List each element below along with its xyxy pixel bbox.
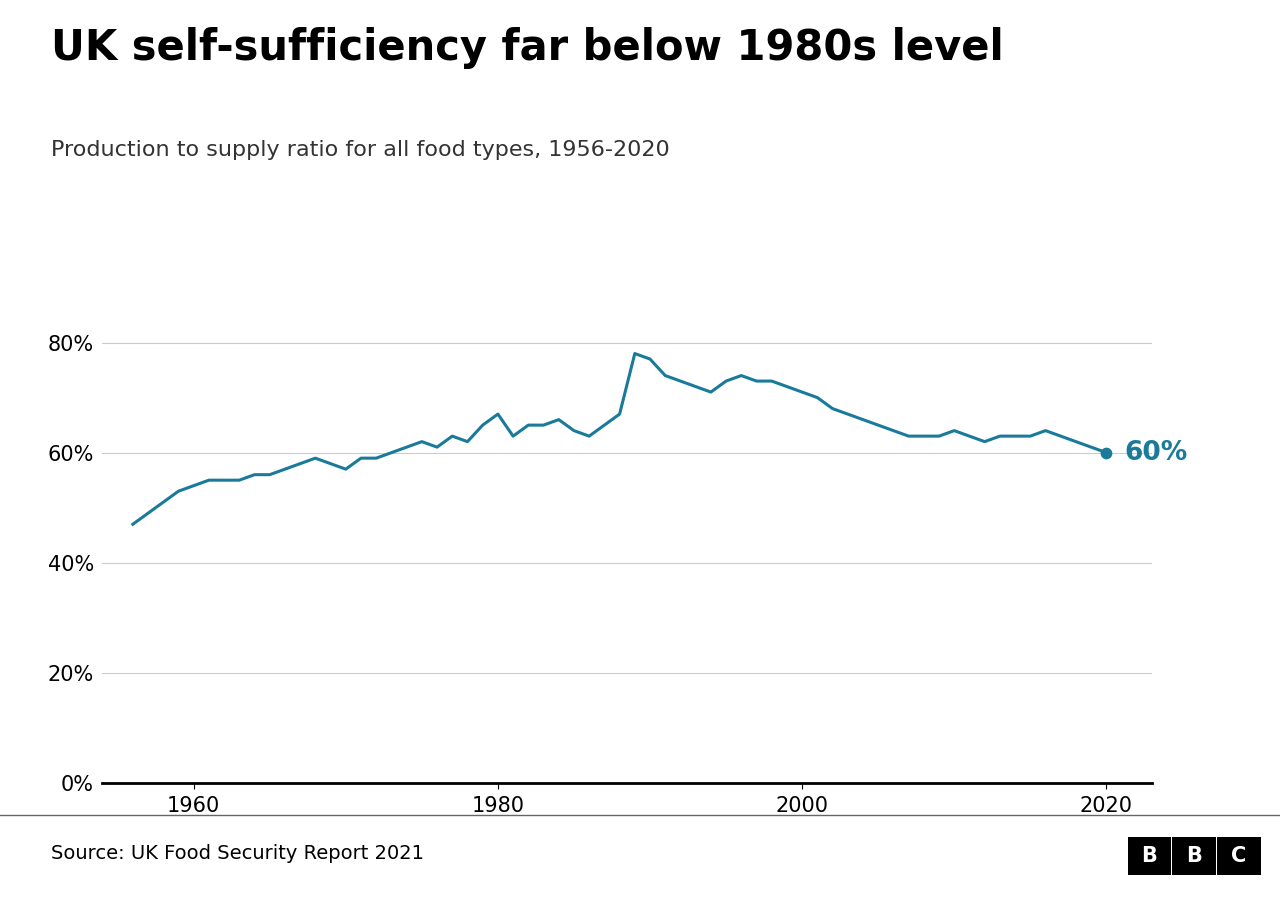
Text: 60%: 60% [1125, 439, 1188, 465]
Text: B: B [1187, 846, 1202, 866]
Point [1096, 446, 1116, 460]
Text: Source: UK Food Security Report 2021: Source: UK Food Security Report 2021 [51, 843, 424, 863]
Text: C: C [1231, 846, 1247, 866]
Text: B: B [1142, 846, 1157, 866]
Text: Production to supply ratio for all food types, 1956-2020: Production to supply ratio for all food … [51, 140, 669, 159]
Text: UK self-sufficiency far below 1980s level: UK self-sufficiency far below 1980s leve… [51, 27, 1004, 69]
